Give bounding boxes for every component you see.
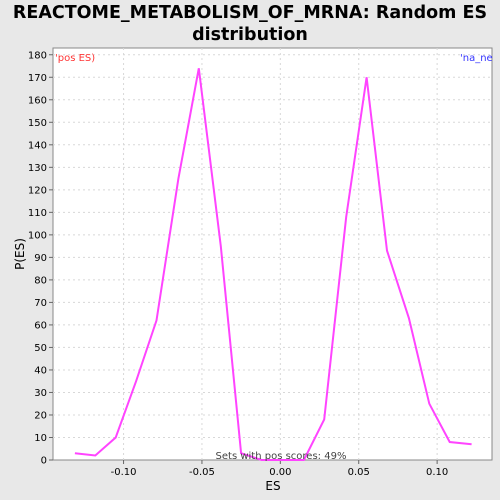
y-tick-label: 120 xyxy=(28,185,47,196)
grid xyxy=(53,48,492,460)
y-tick-label: 130 xyxy=(28,163,47,174)
x-tick-label: 0.10 xyxy=(426,467,448,478)
chart-title-text: REACTOME_METABOLISM_OF_MRNA: Random ES d… xyxy=(12,3,488,45)
y-tick-label: 140 xyxy=(28,140,47,151)
y-tick-label: 40 xyxy=(34,365,47,376)
legend-left-text: 'pos ES) xyxy=(55,53,95,64)
x-axis-label: ES xyxy=(265,479,280,493)
plot-area xyxy=(52,47,493,461)
y-tick-label: 50 xyxy=(34,343,47,354)
y-tick-label: 10 xyxy=(34,433,47,444)
x-tick-label: -0.05 xyxy=(189,467,215,478)
y-tick-label: 0 xyxy=(41,456,47,467)
y-tick-label: 160 xyxy=(28,95,47,106)
y-tick-label: 80 xyxy=(34,275,47,286)
x-axis-ticks: -0.10 -0.05 0.00 0.05 0.10 xyxy=(111,460,448,478)
x-tick-label: 0.00 xyxy=(269,467,291,478)
y-tick-label: 90 xyxy=(34,253,47,264)
y-tick-label: 20 xyxy=(34,410,47,421)
y-tick-label: 150 xyxy=(28,118,47,129)
x-tick-label: -0.10 xyxy=(111,467,137,478)
y-tick-label: 180 xyxy=(28,50,47,61)
y-tick-label: 170 xyxy=(28,73,47,84)
y-axis-label: P(ES) xyxy=(13,238,27,270)
y-tick-label: 60 xyxy=(34,320,47,331)
y-tick-label: 70 xyxy=(34,298,47,309)
annotation-text: Sets with pos scores: 49% xyxy=(216,451,347,462)
y-tick-label: 30 xyxy=(34,388,47,399)
y-tick-label: 100 xyxy=(28,230,47,241)
y-tick-label: 110 xyxy=(28,208,47,219)
series-line xyxy=(74,68,472,461)
legend-right-text: 'na_ne xyxy=(460,53,493,64)
chart-title: REACTOME_METABOLISM_OF_MRNA: Random ES d… xyxy=(0,2,500,46)
y-axis-ticks: 0 10 20 30 40 50 60 70 80 90 100 110 120 130 140 150 160… xyxy=(28,50,53,467)
x-tick-label: 0.05 xyxy=(348,467,370,478)
